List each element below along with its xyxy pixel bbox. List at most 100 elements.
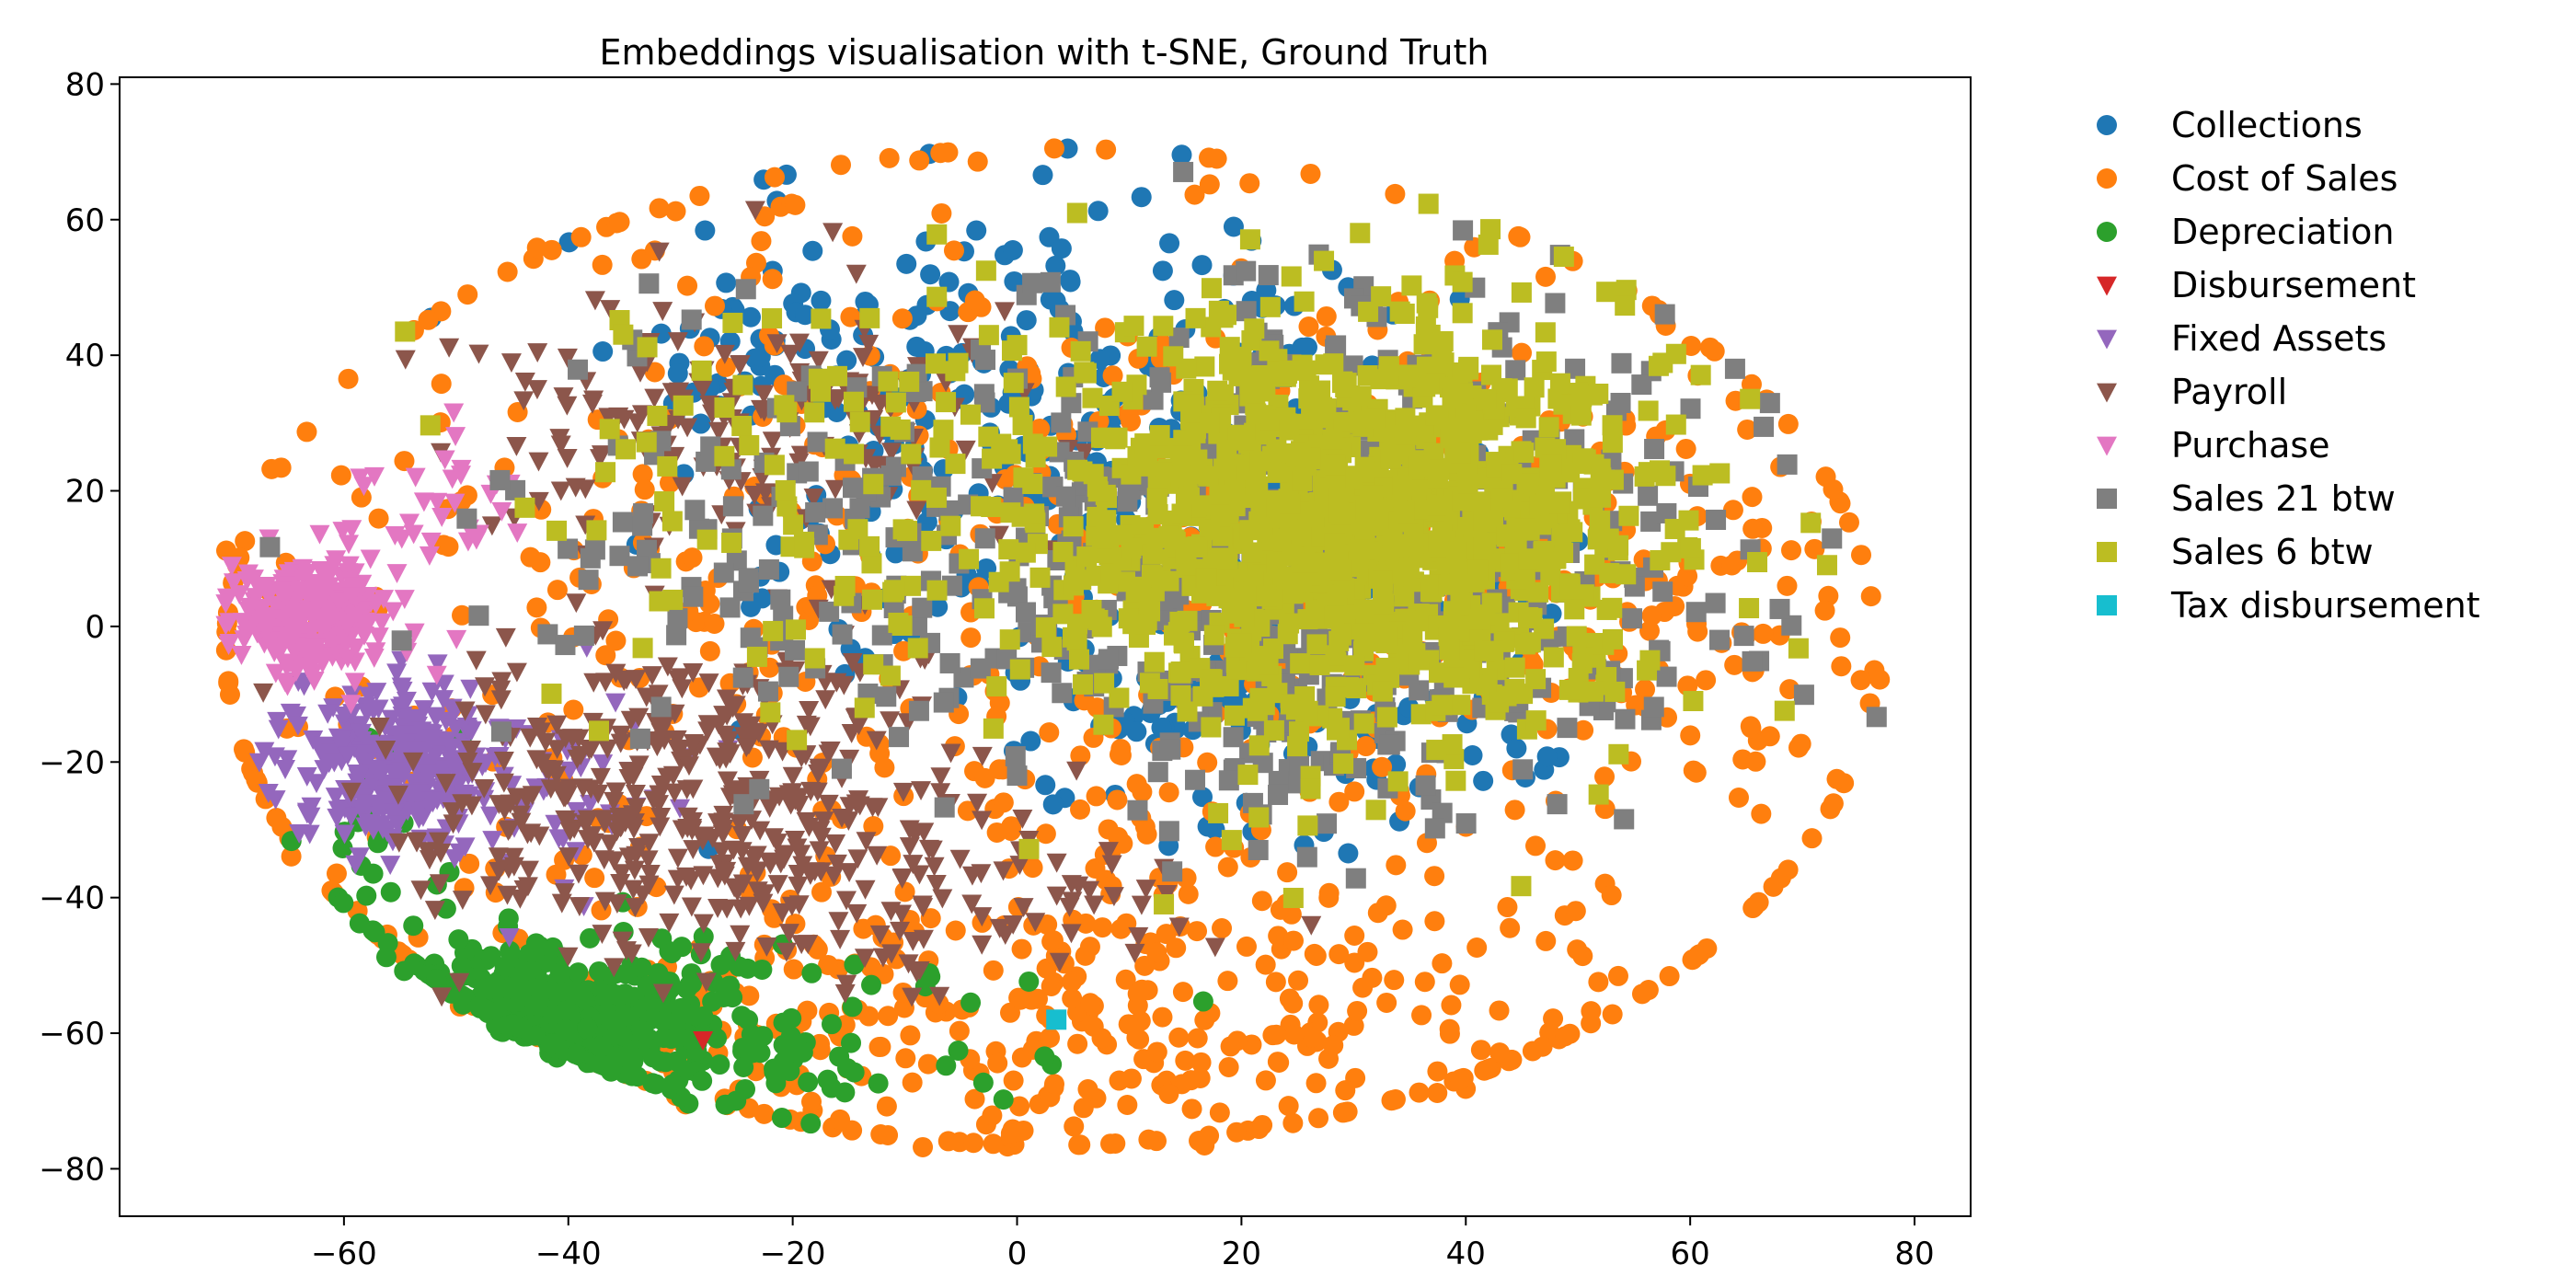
data-point-payroll — [659, 913, 680, 933]
data-point-payroll — [826, 854, 847, 874]
data-point-payroll — [676, 780, 697, 799]
data-point-cost-of-sales — [878, 1124, 899, 1145]
data-point-cost-of-sales — [1831, 656, 1852, 677]
data-point-sales-21-btw — [807, 431, 828, 453]
data-point-sales-21-btw — [1041, 662, 1062, 684]
data-point-sales-21-btw — [1733, 626, 1754, 647]
data-point-collections — [1462, 745, 1483, 766]
data-point-depreciation — [614, 1046, 635, 1067]
data-point-cost-of-sales — [891, 308, 913, 329]
data-point-purchase — [340, 695, 362, 715]
data-point-payroll — [1168, 917, 1190, 937]
data-point-sales-6-btw — [1066, 614, 1087, 635]
data-point-purchase — [383, 602, 404, 622]
data-point-payroll — [891, 868, 913, 888]
data-point-cost-of-sales — [909, 150, 930, 171]
data-point-collections — [1171, 144, 1192, 166]
data-point-depreciation — [666, 1051, 687, 1072]
data-point-sales-6-btw — [1281, 266, 1302, 287]
data-point-depreciation — [829, 1046, 850, 1067]
data-point-payroll — [822, 223, 844, 243]
data-point-payroll — [838, 811, 859, 831]
data-point-sales-6-btw — [1480, 364, 1501, 385]
data-point-sales-21-btw — [934, 797, 955, 818]
data-point-depreciation — [637, 975, 658, 996]
data-point-depreciation — [800, 1113, 822, 1134]
data-point-cost-of-sales — [1302, 1027, 1323, 1048]
data-point-sales-21-btw — [1685, 602, 1707, 623]
data-point-sales-6-btw — [861, 553, 882, 574]
data-point-depreciation — [841, 1032, 862, 1053]
data-point-cost-of-sales — [1172, 982, 1193, 1003]
data-point-cost-of-sales — [296, 421, 317, 443]
data-point-cost-of-sales — [1659, 966, 1680, 987]
data-point-payroll — [454, 701, 476, 721]
data-point-fixed-assets — [337, 746, 358, 766]
data-point-fixed-assets — [480, 806, 501, 826]
data-point-payroll — [474, 778, 495, 799]
data-point-sales-21-btw — [1654, 304, 1675, 325]
data-point-sales-21-btw — [609, 546, 630, 567]
data-point-sales-6-btw — [1452, 303, 1473, 324]
data-point-depreciation — [821, 1014, 842, 1035]
data-point-payroll — [788, 876, 809, 896]
data-point-payroll — [1084, 895, 1105, 915]
data-point-sales-21-btw — [735, 279, 756, 300]
data-point-cost-of-sales — [1011, 938, 1032, 960]
data-point-fixed-assets — [280, 703, 301, 723]
data-point-cost-of-sales — [1535, 266, 1557, 287]
data-point-sales-6-btw — [1372, 570, 1393, 592]
data-point-fixed-assets — [499, 927, 520, 948]
data-point-sales-21-btw — [1643, 696, 1664, 718]
data-point-sales-6-btw — [1309, 654, 1330, 675]
data-point-payroll — [1066, 761, 1087, 781]
data-point-depreciation — [566, 1044, 587, 1065]
data-point-payroll — [639, 864, 661, 884]
data-point-cost-of-sales — [895, 1048, 916, 1069]
data-point-cost-of-sales — [785, 194, 806, 215]
data-point-sales-21-btw — [753, 505, 774, 526]
data-point-depreciation — [960, 992, 982, 1013]
data-point-depreciation — [731, 1006, 753, 1027]
data-point-sales-6-btw — [1486, 457, 1507, 478]
data-point-payroll — [667, 332, 688, 352]
data-point-depreciation — [589, 960, 610, 982]
data-point-fixed-assets — [301, 797, 322, 817]
data-point-purchase — [223, 573, 244, 593]
data-point-cost-of-sales — [1753, 623, 1774, 644]
data-point-cost-of-sales — [1041, 975, 1062, 996]
data-point-payroll — [717, 771, 738, 791]
data-point-payroll — [424, 901, 445, 921]
data-point-sales-21-btw — [1040, 271, 1061, 293]
data-point-payroll — [410, 880, 431, 901]
data-point-payroll — [579, 740, 600, 760]
data-point-payroll — [1003, 915, 1024, 935]
data-point-sales-6-btw — [1344, 655, 1365, 676]
data-point-cost-of-sales — [1635, 679, 1656, 700]
data-point-cost-of-sales — [526, 597, 547, 618]
data-point-cost-of-sales — [1344, 926, 1365, 947]
data-point-sales-6-btw — [1616, 564, 1637, 585]
data-point-cost-of-sales — [1683, 949, 1704, 970]
data-point-sales-6-btw — [1546, 439, 1567, 460]
data-point-payroll — [628, 707, 650, 728]
data-point-sales-6-btw — [1373, 499, 1394, 520]
data-point-payroll — [995, 302, 1016, 322]
data-point-sales-21-btw — [1223, 727, 1244, 748]
data-point-cost-of-sales — [1092, 917, 1113, 938]
data-point-sales-6-btw — [1225, 479, 1246, 500]
data-point-sales-21-btw — [1345, 868, 1366, 889]
data-point-cost-of-sales — [1178, 883, 1199, 904]
data-point-collections — [1051, 238, 1072, 259]
data-point-sales-21-btw — [1640, 511, 1662, 532]
data-point-fixed-assets — [348, 768, 369, 788]
data-point-payroll — [948, 325, 969, 345]
data-point-cost-of-sales — [1432, 953, 1453, 974]
data-point-depreciation — [702, 991, 723, 1012]
data-point-sales-6-btw — [1739, 598, 1760, 619]
data-point-payroll — [652, 302, 673, 322]
data-point-purchase — [386, 564, 408, 584]
data-point-sales-6-btw — [1144, 651, 1165, 673]
data-point-fixed-assets — [406, 709, 427, 730]
